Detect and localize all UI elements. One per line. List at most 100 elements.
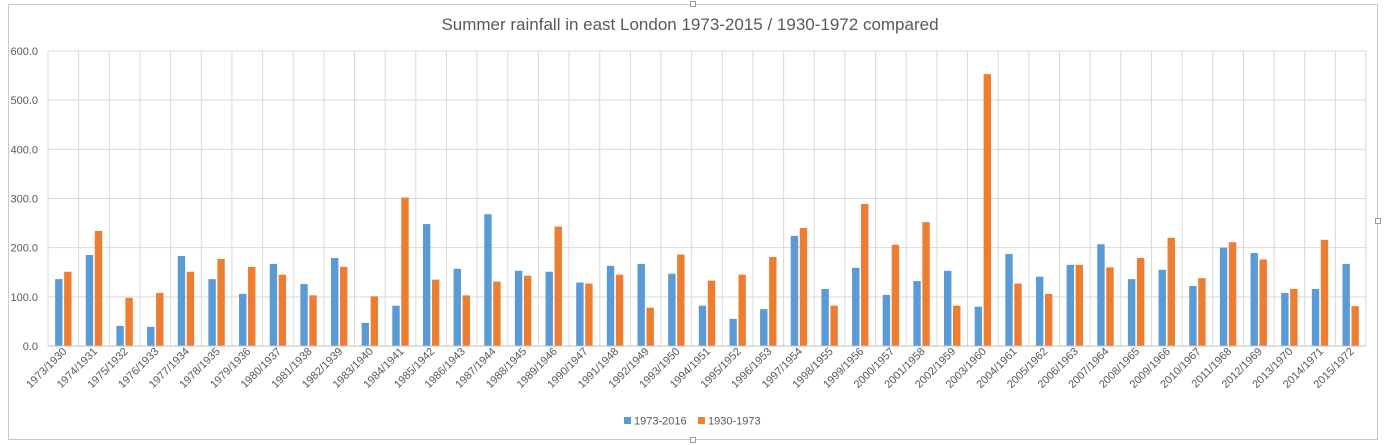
bar-series1 — [514, 270, 523, 346]
bars — [55, 74, 1359, 346]
y-tick-label: 0.0 — [23, 341, 38, 353]
bar-series1 — [790, 235, 799, 346]
bar-series1 — [576, 282, 584, 346]
bar-series1 — [1311, 288, 1320, 346]
x-axis: 1973/19301974/19311975/19321976/19331977… — [24, 345, 1366, 391]
bar-series2 — [431, 279, 440, 346]
bar-series2 — [1290, 288, 1298, 346]
legend-swatch — [624, 417, 631, 424]
bar-series2 — [309, 295, 317, 346]
bar-series2 — [156, 292, 164, 346]
bar-series2 — [1198, 278, 1206, 346]
bar-series2 — [861, 203, 869, 346]
bar-series1 — [330, 257, 339, 346]
bar-series1 — [944, 270, 952, 346]
y-tick-label: 300.0 — [10, 194, 38, 206]
bar-series1 — [1127, 279, 1136, 346]
bar-series1 — [1189, 286, 1197, 346]
bar-series1 — [208, 279, 216, 346]
bar-series2 — [186, 271, 195, 346]
bar-series1 — [821, 288, 829, 346]
bar-series1 — [392, 305, 400, 346]
legend-swatch — [698, 417, 705, 424]
bar-series2 — [462, 295, 470, 346]
bar-series2 — [1014, 283, 1022, 346]
bar-series1 — [453, 268, 461, 346]
bar-series2 — [891, 244, 900, 346]
bar-series2 — [523, 275, 532, 346]
bar-series1 — [1066, 264, 1075, 346]
bar-series1 — [606, 265, 615, 346]
bar-series2 — [799, 228, 808, 346]
bar-series1 — [1035, 276, 1044, 346]
bar-series2 — [94, 230, 103, 346]
bar-series1 — [1097, 244, 1105, 346]
bar-series1 — [668, 273, 676, 346]
bar-series2 — [983, 74, 992, 346]
bar-series1 — [484, 214, 492, 346]
bar-series2 — [707, 280, 716, 346]
bar-series2 — [830, 305, 838, 346]
y-tick-label: 600.0 — [10, 46, 38, 58]
bar-series2 — [769, 257, 777, 346]
bar-series1 — [116, 325, 124, 346]
bar-series1 — [85, 255, 94, 346]
bar-series1 — [913, 281, 921, 346]
bar-series2 — [922, 222, 930, 346]
bar-series2 — [217, 258, 225, 346]
bar-series1 — [729, 318, 737, 346]
bar-series1 — [637, 263, 645, 346]
y-tick-label: 100.0 — [10, 292, 38, 304]
y-tick-label: 500.0 — [10, 95, 38, 107]
bar-series1 — [1281, 292, 1289, 346]
bar-series1 — [698, 305, 707, 346]
bar-series1 — [239, 293, 247, 346]
bar-series1 — [361, 322, 370, 346]
bar-series1 — [974, 306, 983, 346]
resize-handle-right[interactable] — [1375, 218, 1381, 224]
bar-series1 — [300, 284, 308, 346]
bar-series1 — [545, 271, 553, 346]
bar-series2 — [1228, 242, 1237, 346]
bar-series1 — [1250, 253, 1258, 346]
bar-series2 — [738, 274, 746, 346]
bar-series2 — [125, 297, 133, 346]
bar-series1 — [177, 256, 186, 346]
bar-series2 — [1320, 239, 1329, 346]
legend-label: 1930-1973 — [708, 416, 761, 428]
bar-series2 — [1075, 264, 1084, 346]
bar-series1 — [147, 326, 155, 346]
bar-series1 — [1158, 269, 1166, 346]
bar-series2 — [953, 305, 961, 346]
bar-series1 — [1342, 263, 1350, 346]
bar-series1 — [760, 309, 768, 346]
bar-series2 — [1136, 257, 1145, 346]
bar-series2 — [370, 296, 379, 346]
bar-series2 — [615, 274, 624, 346]
bar-series2 — [1106, 267, 1114, 346]
bar-series1 — [882, 294, 891, 346]
resize-handle-bottom[interactable] — [690, 437, 696, 443]
chart-frame[interactable] — [8, 4, 1378, 440]
bar-series2 — [554, 226, 562, 346]
y-axis: 0.0 100.0 200.0 300.0 400.0 500.0 600.0 — [10, 46, 38, 353]
y-tick-label: 200.0 — [10, 243, 38, 255]
bar-series1 — [1005, 254, 1013, 346]
bar-series2 — [1351, 306, 1359, 346]
resize-handle-top[interactable] — [690, 1, 696, 7]
bar-series2 — [646, 307, 654, 346]
bar-series2 — [585, 283, 593, 346]
bar-series2 — [493, 281, 501, 346]
bar-series2 — [339, 266, 348, 346]
bar-series2 — [401, 197, 409, 346]
bar-series1 — [852, 267, 860, 346]
bar-series2 — [248, 266, 256, 346]
bar-series1 — [55, 279, 63, 346]
bar-series2 — [677, 254, 685, 346]
bar-series1 — [422, 224, 431, 346]
chart-title: Summer rainfall in east London 1973-2015… — [441, 15, 938, 34]
bar-series2 — [278, 274, 287, 346]
bar-series2 — [1259, 259, 1267, 346]
bar-series2 — [1044, 293, 1053, 346]
